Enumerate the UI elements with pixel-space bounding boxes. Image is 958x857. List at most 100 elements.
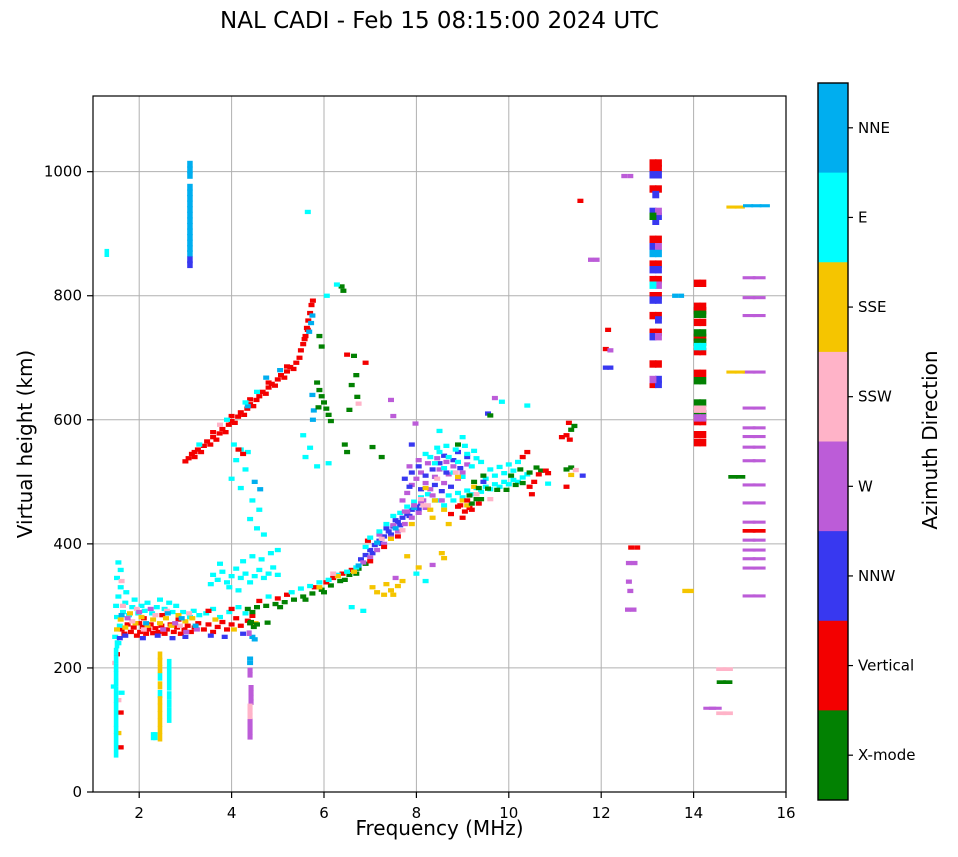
points-W bbox=[693, 414, 707, 422]
points-E bbox=[196, 389, 332, 469]
points-NNW bbox=[438, 479, 487, 494]
points-SSE bbox=[459, 472, 575, 503]
points-X-mode bbox=[314, 284, 385, 460]
points-Vertical bbox=[182, 298, 316, 464]
points-W bbox=[588, 173, 638, 612]
data-points bbox=[104, 159, 770, 758]
points-SSW bbox=[112, 578, 193, 703]
points-SSW bbox=[217, 401, 362, 427]
points-W bbox=[246, 630, 254, 740]
points-W bbox=[703, 276, 766, 710]
colorbar-segment-W bbox=[818, 441, 848, 532]
points-NNE bbox=[247, 656, 254, 666]
points-X-mode bbox=[649, 212, 657, 220]
x-tick-label: 6 bbox=[319, 804, 329, 822]
points-X-mode bbox=[568, 423, 578, 432]
points-SSE bbox=[369, 551, 448, 597]
points-SSE bbox=[422, 474, 471, 527]
points-SSW bbox=[247, 703, 253, 720]
points-NNW bbox=[187, 256, 193, 269]
y-tick-label: 400 bbox=[53, 535, 82, 553]
points-NNE bbox=[251, 479, 264, 492]
colorbar-tick-label: Vertical bbox=[858, 657, 914, 675]
colorbar-segment-NNW bbox=[818, 531, 848, 622]
points-NNW bbox=[579, 365, 614, 478]
points-X-mode bbox=[693, 310, 707, 418]
y-axis-ticks: 0 200 400 600 800 1000 bbox=[44, 163, 93, 801]
y-tick-label: 1000 bbox=[44, 163, 82, 181]
points-W bbox=[388, 395, 498, 426]
colorbar-segment-Vertical bbox=[818, 620, 848, 711]
points-X-mode bbox=[247, 619, 271, 630]
points-NNE bbox=[244, 313, 317, 422]
colorbar-label: Azimuth Direction bbox=[918, 350, 942, 530]
points-NNE bbox=[249, 634, 258, 642]
plot-border bbox=[92, 95, 787, 793]
x-axis-ticks: 2 4 6 8 10 12 14 16 bbox=[134, 792, 796, 822]
points-SSE bbox=[682, 588, 694, 594]
points-E bbox=[304, 209, 340, 298]
x-tick-label: 4 bbox=[227, 804, 237, 822]
points-NNE bbox=[743, 204, 770, 208]
points-SSW bbox=[330, 503, 427, 576]
x-tick-label: 2 bbox=[134, 804, 144, 822]
x-tick-label: 10 bbox=[499, 804, 518, 822]
points-E bbox=[436, 399, 531, 440]
y-tick-label: 600 bbox=[53, 411, 82, 429]
colorbar-segment-NNE bbox=[818, 83, 848, 174]
colorbar-tick-label: SSE bbox=[858, 298, 887, 316]
y-tick-label: 0 bbox=[72, 783, 82, 801]
points-NNE bbox=[649, 249, 662, 258]
points-E bbox=[207, 442, 281, 593]
colorbar-tick-label: X-mode bbox=[858, 746, 915, 764]
colorbar-tick-label: W bbox=[858, 477, 873, 495]
points-W bbox=[649, 207, 662, 384]
colorbar: NNE E SSE SSW W NNW Vertical X-mode bbox=[817, 82, 915, 801]
colorbar-tick-label: SSW bbox=[858, 388, 892, 406]
points-E bbox=[693, 342, 707, 351]
y-axis-label: Virtual height (km) bbox=[13, 349, 37, 539]
points-NNE bbox=[187, 160, 193, 257]
colorbar-border bbox=[817, 82, 849, 801]
points-X-mode bbox=[478, 465, 575, 502]
points-Vertical bbox=[344, 352, 369, 365]
points-NNE bbox=[355, 505, 418, 568]
points-NNW bbox=[649, 171, 662, 389]
points-X-mode bbox=[716, 475, 746, 684]
points-X-mode bbox=[466, 473, 487, 506]
points-SSW bbox=[716, 667, 733, 716]
points-Vertical bbox=[742, 529, 766, 533]
points-E bbox=[649, 281, 657, 289]
points-NNW bbox=[358, 501, 424, 562]
points-X-mode bbox=[455, 413, 494, 447]
colorbar-tick-label: E bbox=[858, 208, 867, 226]
points-NNW bbox=[207, 631, 247, 639]
colorbar-segment-SSE bbox=[818, 262, 848, 353]
x-tick-label: 16 bbox=[776, 804, 795, 822]
points-Vertical bbox=[448, 449, 531, 520]
points-E bbox=[110, 560, 203, 695]
points-SSE bbox=[726, 205, 745, 374]
colorbar-segment-X-mode bbox=[818, 710, 848, 801]
points-W bbox=[392, 562, 436, 581]
points-SSW bbox=[418, 470, 494, 508]
points-NNW bbox=[116, 633, 189, 641]
x-axis-label: Frequency (MHz) bbox=[355, 816, 524, 840]
chart-title: NAL CADI - Feb 15 08:15:00 2024 UTC bbox=[220, 8, 659, 34]
points-E bbox=[104, 248, 172, 758]
points-SSW bbox=[572, 467, 579, 473]
x-tick-label: 12 bbox=[592, 804, 611, 822]
points-SSE bbox=[316, 507, 434, 590]
colorbar-segment-SSW bbox=[818, 351, 848, 442]
points-W bbox=[124, 606, 200, 635]
colorbar-segment-E bbox=[818, 172, 848, 263]
y-tick-label: 200 bbox=[53, 659, 82, 677]
points-SSW bbox=[693, 405, 707, 413]
points-Vertical bbox=[200, 613, 256, 635]
points-NNE bbox=[672, 293, 685, 298]
points-Vertical bbox=[558, 198, 641, 550]
colorbar-tick-label: NNW bbox=[858, 567, 895, 585]
y-tick-label: 800 bbox=[53, 287, 82, 305]
